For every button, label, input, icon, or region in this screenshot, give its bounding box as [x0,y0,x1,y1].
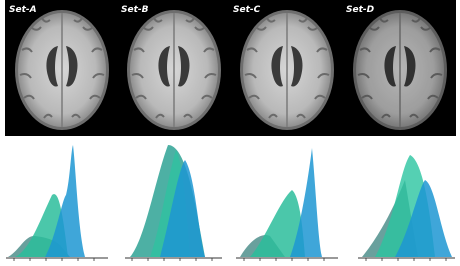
figure: Set-A Set-B Set-C Set-D [0,0,460,266]
brain-image [353,10,447,130]
density-plot [358,155,455,258]
brain-image [240,10,334,130]
panel-label: Set-B [121,5,149,15]
density-plot [236,148,338,258]
brain-image [127,10,221,130]
density-plot [6,145,108,258]
brain-image [15,10,109,130]
panel-label: Set-A [9,5,37,15]
density-plot [125,145,222,258]
panel-label: Set-D [346,5,375,15]
panel-label: Set-C [233,5,261,15]
page: Set-A Set-B Set-C Set-D (() => { const d… [0,0,460,266]
